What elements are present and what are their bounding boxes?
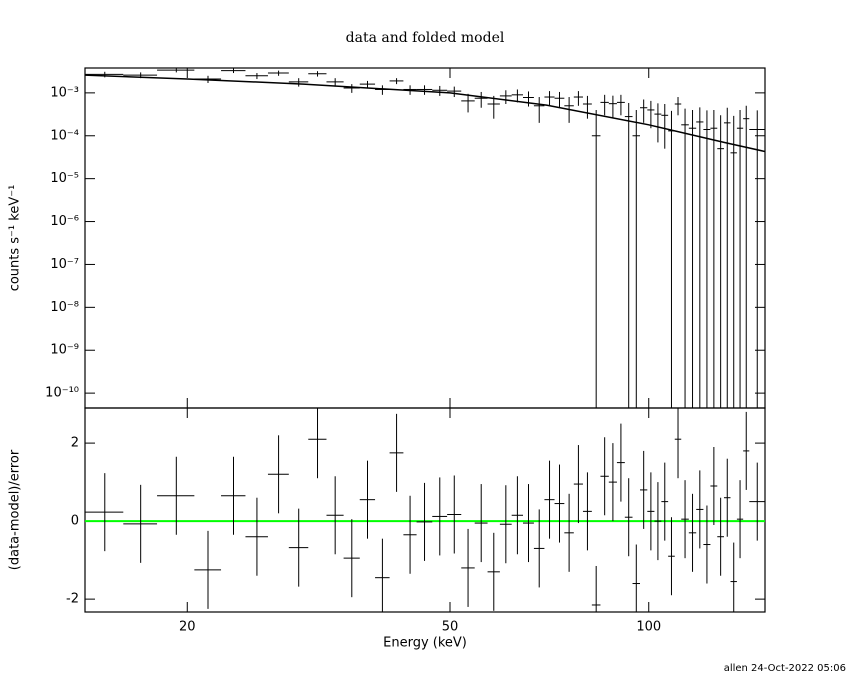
y-tick-label: 10⁻⁵: [50, 171, 79, 186]
y-tick-label: 0: [71, 514, 79, 529]
y-tick-label: 10⁻¹⁰: [45, 386, 79, 401]
chart-title: data and folded model: [346, 30, 505, 46]
y-tick-label: 10⁻⁶: [50, 214, 79, 229]
y-tick-label: 10⁻⁴: [50, 128, 79, 143]
x-tick-label: 20: [179, 620, 196, 635]
model-line: [85, 74, 765, 153]
footer: allen 24-Oct-2022 05:06: [724, 663, 846, 674]
x-tick-label: 50: [442, 620, 459, 635]
y-tick-label: 2: [71, 436, 79, 451]
x-axis-label: Energy (keV): [383, 636, 467, 651]
plot-frame: [84, 67, 766, 409]
y-tick-label: 10⁻⁷: [50, 257, 79, 272]
y-axis-label: (data-model)/error: [8, 449, 23, 570]
plot-frame: [84, 407, 766, 613]
y-tick-label: 10⁻⁹: [50, 343, 79, 358]
x-tick-label: 100: [636, 620, 661, 635]
y-axis-label: counts s⁻¹ keV⁻¹: [8, 185, 23, 292]
y-tick-label: -2: [66, 592, 79, 607]
y-tick-label: 10⁻⁸: [50, 300, 79, 315]
y-tick-label: 10⁻³: [50, 85, 79, 100]
